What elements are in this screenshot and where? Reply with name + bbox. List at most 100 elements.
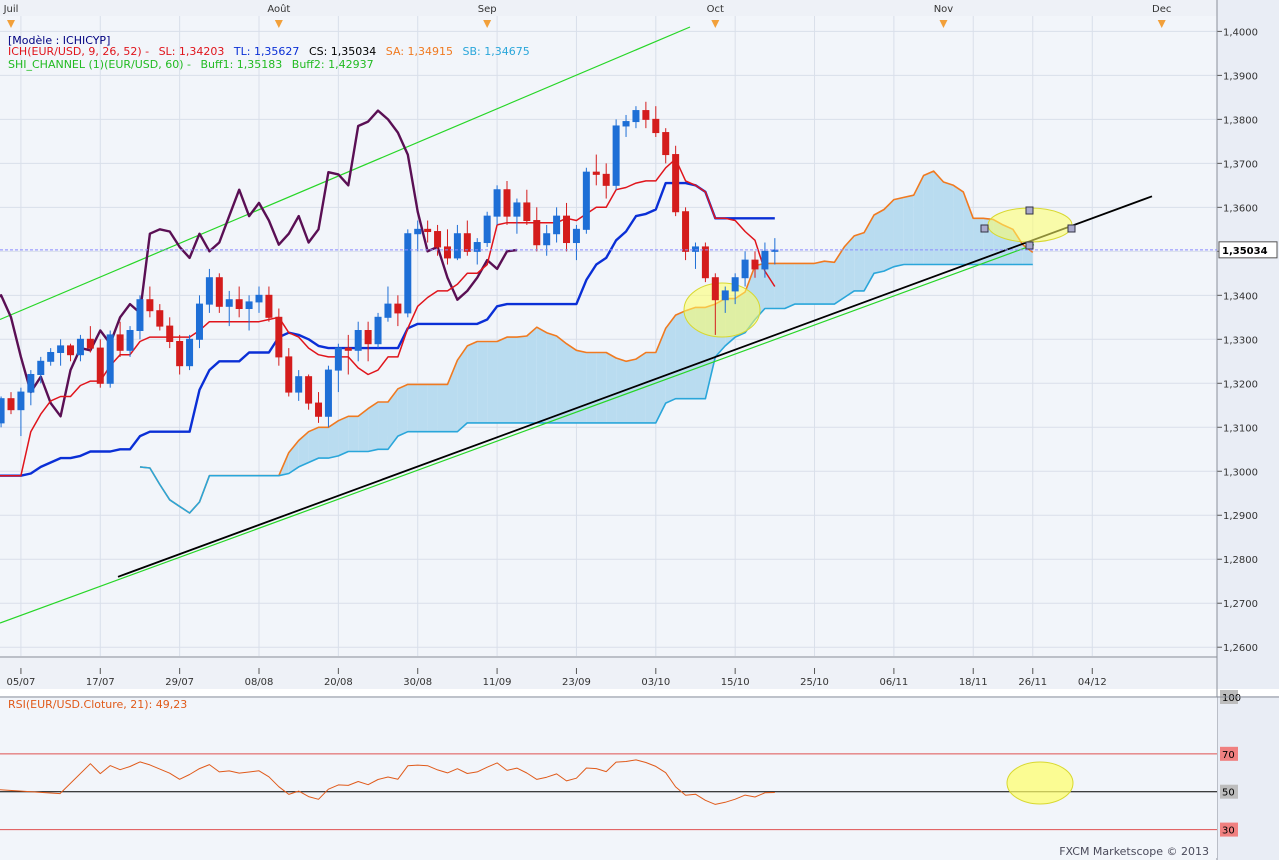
candle-up	[721, 290, 729, 301]
ichimoku-label: ICH(EUR/USD, 9, 26, 52) -	[8, 45, 150, 58]
cloud-segment	[854, 232, 865, 291]
candle-down	[285, 356, 293, 393]
date-tick-label: 23/09	[562, 677, 591, 688]
cloud-segment	[883, 199, 894, 272]
rsi-label: RSI(EUR/USD.Cloture, 21): 49,23	[8, 698, 188, 711]
candle-down	[642, 110, 650, 120]
cloud-segment	[953, 185, 964, 265]
candle-down	[434, 231, 442, 248]
candle-up	[493, 189, 501, 217]
month-marker	[483, 20, 492, 28]
month-label: Sep	[478, 4, 497, 15]
candle-down	[443, 246, 451, 259]
candle-up	[245, 301, 253, 310]
candle-up	[632, 110, 640, 123]
candle-up	[473, 242, 481, 252]
candle-up	[37, 360, 45, 375]
candle-down	[672, 154, 680, 213]
date-tick-label: 20/08	[324, 677, 353, 688]
sl-value: SL: 1,34203	[158, 45, 225, 58]
candle-up	[691, 246, 699, 252]
candle-down	[394, 303, 402, 314]
candlesticks	[0, 101, 779, 437]
cloud-segment	[606, 352, 617, 423]
date-tick-label: 29/07	[165, 677, 194, 688]
cloud-segment	[368, 401, 379, 452]
cloud-segment	[774, 263, 785, 309]
date-tick-label: 08/08	[245, 677, 274, 688]
candle-up	[374, 316, 382, 345]
cloud-segment	[507, 337, 517, 423]
highlight-ellipse	[683, 282, 761, 338]
y-tick-label: 1,3600	[1223, 203, 1258, 214]
y-tick-label: 1,2700	[1223, 599, 1258, 610]
cloud-segment	[467, 341, 478, 423]
candle-down	[602, 173, 610, 186]
candle-down	[533, 220, 541, 246]
candle-down	[364, 330, 372, 345]
candle-up	[76, 338, 84, 356]
candle-down	[523, 202, 531, 222]
month-marker	[711, 20, 720, 28]
cloud-segment	[635, 352, 646, 423]
cloud-segment	[943, 182, 954, 265]
candle-up	[0, 398, 5, 424]
senkou-span-b-line	[139, 263, 1033, 514]
cloud-segment	[556, 336, 567, 423]
candle-up	[225, 299, 233, 307]
cloud-segment	[328, 420, 339, 459]
candle-up	[295, 376, 303, 393]
tl-value: TL: 1,35627	[233, 45, 300, 58]
cloud-segment	[477, 341, 488, 423]
candle-up	[543, 233, 551, 246]
candle-up	[731, 277, 739, 292]
candle-up	[414, 228, 422, 235]
cloud-segment	[645, 352, 656, 423]
cloud-segment	[923, 171, 934, 265]
candle-down	[592, 171, 600, 175]
candle-up	[453, 233, 461, 259]
cloud-segment	[437, 384, 448, 432]
candle-up	[27, 373, 35, 393]
cloud-segment	[397, 384, 408, 437]
date-tick-label: 05/07	[7, 677, 36, 688]
cloud-segment	[764, 263, 775, 309]
candle-up	[205, 277, 213, 305]
tenkan-sen-line	[0, 158, 776, 477]
cloud-segment	[626, 359, 636, 423]
cloud-segment	[596, 352, 607, 423]
date-tick-label: 17/07	[86, 677, 115, 688]
rsi-highlight-ellipse	[1006, 761, 1074, 805]
y-tick-label: 1,3300	[1223, 335, 1258, 346]
cloud-segment	[338, 416, 349, 456]
date-tick-label: 11/09	[483, 677, 512, 688]
y-tick-label: 1,3000	[1223, 467, 1258, 478]
date-axis-background	[0, 656, 1217, 689]
cloud-segment	[794, 263, 805, 305]
month-marker	[274, 20, 283, 28]
candle-up	[106, 334, 114, 384]
candle-down	[96, 347, 104, 384]
date-tick-label: 03/10	[641, 677, 670, 688]
drawing-handle	[1025, 241, 1034, 250]
candle-down	[86, 338, 94, 349]
y-tick-label: 1,3900	[1223, 71, 1258, 82]
candle-up	[384, 303, 392, 318]
candle-down	[275, 316, 283, 358]
rsi-level-label: 50	[1222, 788, 1235, 799]
drawing-handle	[1025, 206, 1034, 215]
price-axis-background	[1217, 0, 1279, 860]
candle-up	[334, 347, 342, 371]
candle-down	[315, 402, 323, 417]
candle-up	[324, 369, 332, 417]
buff1-value: Buff1: 1,35183	[200, 58, 283, 71]
candle-up	[513, 202, 521, 217]
candle-up	[483, 215, 491, 244]
candle-down	[7, 398, 15, 411]
cloud-segment	[874, 209, 884, 274]
chikou-span-line	[0, 109, 518, 418]
date-tick-label: 15/10	[721, 677, 750, 688]
candle-up	[612, 125, 620, 186]
